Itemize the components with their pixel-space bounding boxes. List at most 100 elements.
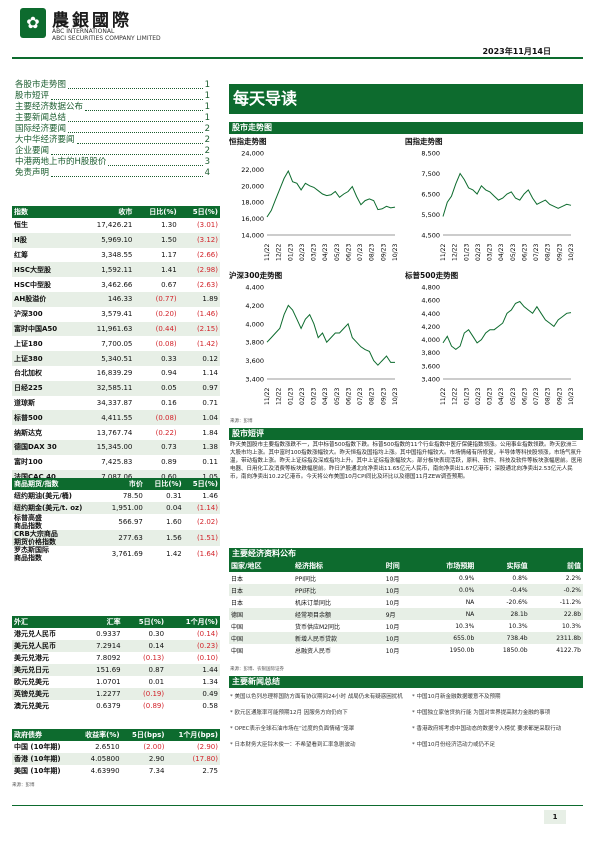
toc-item-label[interactable]: 主要新闻总结 (15, 113, 67, 123)
toc-item-label[interactable]: 各股市走势图 (15, 80, 67, 90)
toc-item[interactable]: 国际经济要闻 2 (15, 124, 210, 135)
commentary-text: 昨天美国股市主要指数涨跌不一，其中标普500指数下跌。标普500指数的11个行业… (230, 442, 583, 480)
table-cell: 0.67 (161, 280, 177, 289)
table-header-row: 政府债券 收益率(%) 5日(bps) 1个月(bps) (12, 729, 220, 741)
x-tick-label: 01/23 (463, 388, 470, 405)
toc-dots (68, 132, 203, 133)
table-cell: 0.14 (122, 640, 167, 652)
table-cell: HSC大型股 (12, 262, 79, 278)
table-cell: (0.08) (155, 339, 177, 348)
toc-dots (68, 121, 203, 122)
x-tick-label: 03/23 (311, 244, 318, 261)
table-row: 日经225 32,585.11 0.05 0.97 (12, 380, 220, 396)
fx-table: 外汇 汇率 5日(%) 1个月(%) 港元兑人民币 0.9337 0.30 (0.14) 美元兑… (12, 616, 220, 712)
table-header-cell: 市价 (101, 478, 145, 490)
toc-item[interactable]: 企业要闻 2 (15, 146, 210, 157)
table-cell: 红筹 (14, 250, 28, 259)
x-tick-label: 06/23 (345, 388, 352, 405)
x-tick-label: 03/23 (311, 388, 318, 405)
series-line (266, 304, 395, 366)
news-right-list: * 中国10月新金融数据暖意不及预期 * 中国独立家信贷执行能 为国对世界提高财力… (412, 694, 582, 758)
table-cell: 2.2% (565, 574, 581, 582)
x-tick-label: 04/23 (322, 388, 329, 405)
table-cell: 1.56 (144, 530, 184, 546)
table-cell: 美元兑人民币 (12, 640, 81, 652)
toc-item[interactable]: 主要经济数据公布 1 (15, 102, 210, 113)
table-cell: (0.23) (166, 640, 220, 652)
table-cell: 10.3% (561, 622, 581, 630)
toc-item-label[interactable]: 股市短评 (15, 91, 50, 101)
toc-item[interactable]: 主要新闻总结 1 (15, 113, 210, 124)
table-cell: PPI同比 (294, 575, 316, 583)
table-cell: 英镑兑美元 (12, 688, 81, 700)
x-tick-label: 02/23 (475, 244, 482, 261)
toc-item[interactable]: 股市短评 1 (15, 91, 210, 102)
table-cell: (2.00) (143, 743, 165, 751)
table-cell: (3.01) (196, 221, 218, 230)
table-cell: HSC中型股 (14, 280, 52, 289)
table-row: HSC中型股 3,462.66 0.67 (2.63) (12, 277, 220, 292)
table-cell: 0.49 (166, 688, 220, 700)
report-date: 2023年11月14日 (482, 47, 551, 56)
toc-item-label[interactable]: 免责声明 (15, 168, 50, 178)
table-cell: 738.4b (476, 632, 530, 644)
toc-dots (68, 88, 203, 89)
table-cell: 1.38 (178, 439, 220, 455)
toc-item-label[interactable]: 大中华经济要闻 (15, 135, 75, 145)
table-cell: 中国 (10年期) (14, 743, 61, 751)
table-cell: 沪深300 (14, 310, 43, 319)
table-cell: 罗杰斯国际 商品指数 (14, 546, 49, 562)
table-cell: 中国 (231, 623, 244, 631)
table-cell: (3.12) (178, 232, 220, 248)
y-tick-label: 4,000 (421, 336, 440, 344)
table-header-cell: 经济指标 (292, 560, 384, 572)
table-cell: 日经225 (12, 380, 79, 396)
sp500-chart: 标普500走势图 4,800 4,600 4,400 4,200 4,000 3,800 3,… (405, 270, 585, 410)
table-row: HSC大型股 1,592.11 1.41 (2.98) (12, 262, 220, 278)
toc-item[interactable]: 各股市走势图 1 (15, 80, 210, 91)
toc-item-page: 2 (204, 135, 210, 145)
toc-item-label[interactable]: 主要经济数据公布 (15, 102, 84, 112)
table-cell: 3,348.55 (101, 250, 133, 259)
toc-item-label[interactable]: 中港两地上市的H股股价 (15, 157, 107, 167)
toc-item-label[interactable]: 国际经济要闻 (15, 124, 67, 134)
table-cell: 标普500 (12, 410, 79, 426)
table-cell: 日本 (231, 599, 244, 607)
table-cell: 机床订单同比 (294, 599, 331, 607)
table-cell: (2.90) (196, 743, 218, 751)
x-tick-label: 04/23 (498, 388, 505, 405)
table-cell: 上证380 (12, 351, 79, 366)
table-cell: 151.69 (80, 664, 123, 676)
news-item: * 美国以色列总理称国防方面有协议期间24小时 战局仍未有疑惑困扰机 (230, 694, 403, 700)
y-tick-label: 6,500 (421, 191, 440, 199)
table-cell: 5,340.51 (78, 351, 135, 366)
x-tick-label: 01/23 (463, 244, 470, 261)
table-cell: 655.0b (417, 632, 477, 644)
table-cell: (0.14) (196, 630, 218, 638)
footer-divider (12, 805, 583, 806)
table-cell: 10月 (385, 575, 400, 583)
table-header-cell: 指数 (12, 206, 79, 218)
table-cell: 1850.0b (502, 646, 528, 654)
table-cell: 1.42 (166, 550, 182, 558)
toc-item[interactable]: 中港两地上市的H股股价 3 (15, 157, 210, 168)
table-cell: 1,592.11 (78, 262, 135, 278)
y-tick-label: 20,000 (241, 182, 264, 190)
news-item: * 日本财务大臣铃木俊一：不希望看到汇率急剧波动 (230, 742, 356, 748)
table-header-cell: 外汇 (12, 616, 81, 628)
csi300-chart: 沪深300走势图 4,400 4,200 4,000 3,800 3,600 3,400 11… (229, 270, 409, 410)
x-tick-label: 09/23 (380, 388, 387, 405)
table-row: 日本 机床订单同比 10月 NA -20.6% -11.2% (229, 596, 583, 608)
table-cell: 1.14 (202, 369, 218, 378)
toc-item[interactable]: 免责声明 4 (15, 168, 210, 179)
toc-item-label[interactable]: 企业要闻 (15, 146, 50, 156)
table-cell: 香港 (10年期) (12, 753, 75, 765)
toc-item-page: 1 (204, 80, 210, 90)
news-item: * 中国10月新金融数据暖意不及预期 (412, 694, 501, 700)
table-row: 纽约期金(美元/t. oz) 1,951.00 0.04 (1.14) (12, 502, 220, 514)
table-cell: 7,700.05 (101, 339, 133, 348)
toc-item[interactable]: 大中华经济要闻 2 (15, 135, 210, 146)
table-cell: 0.11 (202, 458, 218, 467)
table-row: 德国 经常项目余额 9月 NA 28.1b 22.8b (229, 608, 583, 620)
news-item: * 欧元区通胀率可能预期12月 因服务方向仍向下 (230, 710, 348, 716)
